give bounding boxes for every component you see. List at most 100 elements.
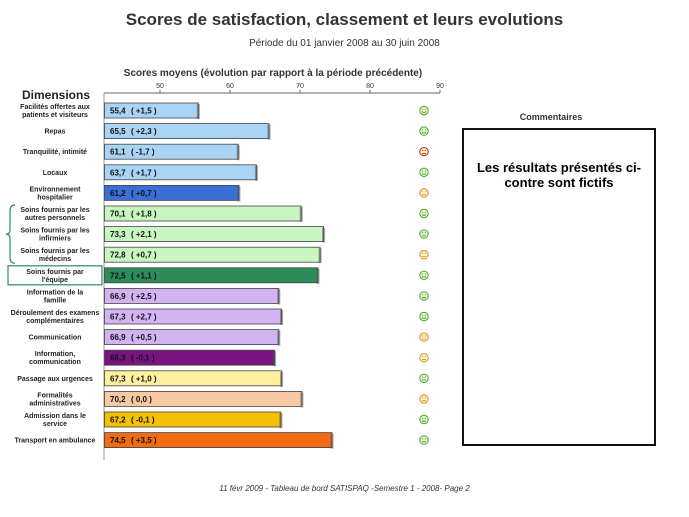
bar-shadow bbox=[322, 227, 326, 243]
smiley-eye bbox=[421, 355, 424, 358]
smiley-eye bbox=[424, 211, 427, 213]
bar-value-label: 63,7 bbox=[110, 168, 126, 177]
smiley-eye bbox=[421, 252, 424, 255]
smiley-neutral-icon bbox=[419, 353, 429, 363]
bar-evolution-label: ( +3,5 ) bbox=[131, 436, 157, 445]
dimensions-header: Dimensions bbox=[22, 88, 91, 102]
category-label: Formalités administratives bbox=[29, 392, 80, 407]
bar bbox=[104, 349, 276, 366]
bar-shadow bbox=[279, 413, 283, 428]
smiley-eye bbox=[424, 273, 427, 275]
smiley-eye bbox=[424, 397, 427, 399]
smiley-eye bbox=[421, 191, 424, 193]
smiley-happy-icon bbox=[419, 208, 429, 219]
axis-caption: Scores moyens (évolution par rapport à l… bbox=[123, 68, 423, 79]
bar-value-label: 61,1 bbox=[110, 148, 126, 157]
x-tick-label: 80 bbox=[366, 83, 374, 90]
bar-value-label: 67,3 bbox=[110, 374, 126, 383]
bar-value-label: 66,9 bbox=[110, 292, 126, 301]
category-label: Environnement hospitalier bbox=[30, 186, 82, 201]
bar-evolution-label: ( +2,7 ) bbox=[131, 313, 157, 322]
smiley-eye bbox=[424, 335, 427, 337]
category-label: Déroulement des examens complémentaires bbox=[11, 310, 100, 325]
bar-value-label: 61,2 bbox=[110, 189, 126, 198]
x-tick-label: 50 bbox=[156, 83, 164, 90]
category-label: Soins fournis par les infirmiers bbox=[20, 228, 89, 243]
smiley-eye bbox=[421, 129, 424, 131]
comments-title: Commentaires bbox=[519, 112, 583, 122]
smiley-happy-icon bbox=[419, 229, 429, 239]
smiley-eye bbox=[421, 294, 424, 296]
bar-evolution-label: ( +2,1 ) bbox=[131, 230, 157, 239]
category-label: Soins fournis par les médecins bbox=[20, 248, 89, 263]
smiley-mouth bbox=[421, 214, 427, 216]
smiley-eye bbox=[424, 355, 427, 358]
smiley-eye bbox=[424, 438, 427, 440]
bar-evolution-label: ( +0,7 ) bbox=[131, 189, 157, 198]
smiley-eye bbox=[421, 438, 424, 440]
footer: 11 févr 2009 - Tableau de bord SATISPAQ … bbox=[219, 484, 470, 493]
smiley-mouth bbox=[421, 420, 427, 422]
bar-shadow bbox=[330, 433, 334, 449]
bar-value-label: 70,2 bbox=[110, 395, 126, 404]
smiley-eye bbox=[424, 294, 427, 296]
bar-value-label: 72,8 bbox=[110, 251, 126, 260]
smiley-neutral-icon bbox=[419, 332, 429, 342]
bar-evolution-label: ( +2,3 ) bbox=[131, 127, 157, 136]
smiley-eye bbox=[421, 417, 424, 419]
bar-evolution-label: ( 0,0 ) bbox=[131, 395, 152, 404]
x-tick-label: 90 bbox=[436, 83, 444, 90]
bar-evolution-label: ( -1,7 ) bbox=[131, 148, 155, 157]
bar-value-label: 67,3 bbox=[110, 313, 126, 322]
bar-value-label: 66,9 bbox=[110, 333, 126, 342]
smiley-mouth bbox=[421, 234, 427, 237]
smiley-happy-icon bbox=[419, 291, 429, 301]
bar-evolution-label: ( -0,1 ) bbox=[131, 416, 155, 425]
smiley-happy-icon bbox=[419, 373, 429, 383]
smiley-happy-icon bbox=[419, 435, 429, 445]
smiley-eye bbox=[421, 211, 424, 213]
bar-evolution-label: ( -0,1 ) bbox=[131, 354, 155, 363]
bar-shadow bbox=[196, 104, 200, 119]
x-tick-label: 70 bbox=[296, 83, 304, 90]
smiley-mouth bbox=[421, 111, 427, 113]
smiley-eye bbox=[421, 170, 424, 172]
smiley-eye bbox=[421, 273, 424, 275]
bar-shadow bbox=[280, 371, 284, 387]
smiley-eye bbox=[421, 149, 424, 152]
smiley-eye bbox=[424, 170, 427, 172]
bar-evolution-label: ( +1,1 ) bbox=[131, 271, 157, 280]
smiley-mouth bbox=[421, 275, 427, 278]
bar bbox=[104, 164, 257, 181]
smiley-neutral-icon bbox=[419, 394, 429, 404]
bar-value-label: 65,5 bbox=[110, 127, 126, 136]
chart-subtitle: Période du 01 janvier 2008 au 30 juin 20… bbox=[249, 38, 440, 49]
bar-shadow bbox=[273, 351, 277, 367]
smiley-eye bbox=[421, 232, 424, 234]
bar bbox=[104, 123, 270, 139]
category-label: Communication bbox=[29, 335, 82, 342]
bar-evolution-label: ( +1,8 ) bbox=[131, 210, 157, 219]
bar-evolution-label: ( +1,7 ) bbox=[131, 168, 157, 177]
boxed-category-frame bbox=[7, 265, 103, 286]
smiley-eye bbox=[421, 397, 424, 399]
smiley-eye bbox=[421, 314, 424, 316]
bar-shadow bbox=[299, 207, 303, 222]
smiley-eye bbox=[424, 417, 427, 419]
smiley-happy-icon bbox=[419, 270, 429, 280]
smiley-eye bbox=[424, 149, 427, 152]
smiley-mouth bbox=[421, 131, 427, 134]
smiley-happy-icon bbox=[419, 167, 429, 178]
bar-evolution-label: ( +1,0 ) bbox=[131, 374, 157, 383]
bar-value-label: 74,5 bbox=[110, 436, 126, 445]
bar-evolution-label: ( +1,5 ) bbox=[131, 107, 157, 116]
category-label: Repas bbox=[44, 129, 65, 136]
bar-shadow bbox=[318, 248, 322, 264]
category-label: Passage aux urgences bbox=[17, 376, 93, 383]
category-label: Soins fournis par l'équipe bbox=[26, 269, 84, 284]
bar-shadow bbox=[254, 165, 258, 181]
smiley-eye bbox=[421, 376, 424, 378]
smiley-mouth bbox=[421, 317, 427, 319]
smiley-eye bbox=[424, 232, 427, 234]
